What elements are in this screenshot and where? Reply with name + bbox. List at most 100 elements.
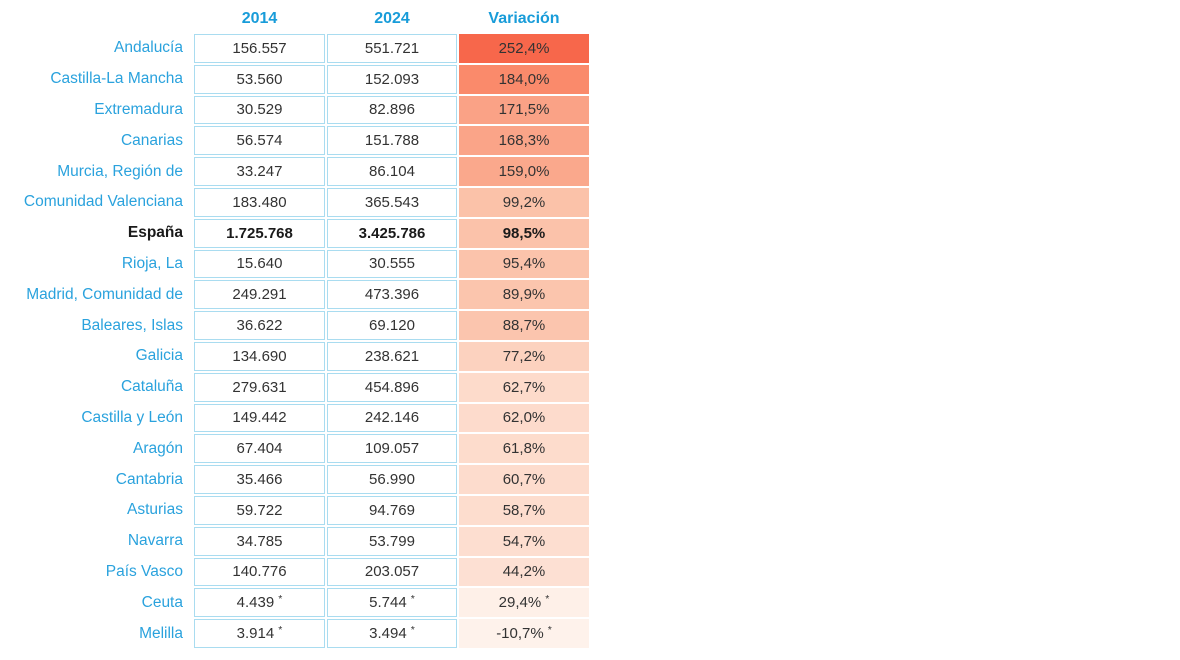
table-row: País Vasco 140.776 203.057 44,2% <box>0 557 592 587</box>
column-header-2024: 2024 <box>374 9 410 27</box>
value-2014-cell: 35.466 <box>194 465 325 494</box>
table-row: Canarias 56.574 151.788 168,3% <box>0 126 592 156</box>
table-row: Andalucía 156.557 551.721 252,4% <box>0 34 592 63</box>
value-2014-cell: 34.785 <box>194 526 325 556</box>
value-2014-cell: 156.557 <box>194 34 325 63</box>
region-label: Cataluña <box>120 378 183 396</box>
value-2014-cell: 67.404 <box>194 434 325 464</box>
variation-cell: 184,0% <box>459 64 589 94</box>
value-2024-cell: 82.896 <box>327 95 457 125</box>
table-row: Asturias 59.722 94.769 58,7% <box>0 495 592 525</box>
value-2024-cell: 53.799 <box>327 526 457 556</box>
value-2024-cell: 473.396 <box>327 280 457 310</box>
variation-cell: 60,7% <box>459 465 589 494</box>
value-2014-cell: 59.722 <box>194 495 325 525</box>
value-2024-cell: 203.057 <box>327 557 457 587</box>
variation-cell: 77,2% <box>459 341 589 371</box>
table-row: Castilla y León 149.442 242.146 62,0% <box>0 403 592 433</box>
footnote-marker: * <box>545 592 550 605</box>
variation-cell: 95,4% <box>459 249 589 279</box>
table-row: Galicia 134.690 238.621 77,2% <box>0 341 592 371</box>
table-row: Rioja, La 15.640 30.555 95,4% <box>0 249 592 279</box>
variation-cell: 252,4% <box>459 34 589 63</box>
region-label: Castilla y León <box>81 408 183 426</box>
region-label: Madrid, Comunidad de <box>26 285 183 303</box>
value-2014-cell: 279.631 <box>194 372 325 402</box>
variation-cell: 29,4% * <box>459 588 589 618</box>
region-label: Castilla-La Mancha <box>50 70 183 88</box>
value-2014-cell: 1.725.768 <box>194 218 325 248</box>
table-row: Cataluña 279.631 454.896 62,7% <box>0 372 592 402</box>
variation-cell: 62,7% <box>459 372 589 402</box>
value-2024-cell: 151.788 <box>327 126 457 156</box>
column-header-variacion: Variación <box>488 9 560 27</box>
variation-cell: 61,8% <box>459 434 589 464</box>
region-label: País Vasco <box>105 562 183 580</box>
variation-cell: 44,2% <box>459 557 589 587</box>
value-2024-cell: 3.425.786 <box>327 218 457 248</box>
footnote-marker: * <box>278 623 283 636</box>
column-header-2014: 2014 <box>241 9 278 27</box>
value-2024-cell: 109.057 <box>327 434 457 464</box>
footnote-marker: * <box>410 592 415 605</box>
table-row: Ceuta 4.439 * 5.744 * 29,4% * <box>0 588 592 618</box>
region-label: Rioja, La <box>121 254 183 272</box>
value-2014-cell: 134.690 <box>194 341 325 371</box>
value-2024-cell: 94.769 <box>327 495 457 525</box>
variation-cell: 171,5% <box>459 95 589 125</box>
table-body: Andalucía 156.557 551.721 252,4% Castill… <box>0 34 592 648</box>
value-2014-cell: 53.560 <box>194 64 325 94</box>
value-2024-cell: 152.093 <box>327 64 457 94</box>
variation-cell: -10,7% * <box>459 619 589 648</box>
table-row: Navarra 34.785 53.799 54,7% <box>0 526 592 556</box>
value-2014-cell: 36.622 <box>194 311 325 340</box>
region-label: Cantabria <box>115 470 183 488</box>
value-2014-cell: 15.640 <box>194 249 325 279</box>
value-2024-cell: 238.621 <box>327 341 457 371</box>
value-2024-cell: 56.990 <box>327 465 457 494</box>
table-row: Madrid, Comunidad de 249.291 473.396 89,… <box>0 280 592 310</box>
table-row: Extremadura 30.529 82.896 171,5% <box>0 95 592 125</box>
value-2014-cell: 33.247 <box>194 157 325 186</box>
variation-cell: 98,5% <box>459 218 589 248</box>
value-2014-cell: 56.574 <box>194 126 325 156</box>
variation-cell: 89,9% <box>459 280 589 310</box>
region-label: Asturias <box>127 501 183 519</box>
regions-comparison-table: 2014 2024 Variación Andalucía 156.557 55… <box>0 5 592 650</box>
table-row: Baleares, Islas 36.622 69.120 88,7% <box>0 311 592 340</box>
region-label: Extremadura <box>94 100 183 118</box>
variation-cell: 58,7% <box>459 495 589 525</box>
variation-cell: 99,2% <box>459 187 589 217</box>
value-2014-cell: 4.439 * <box>194 588 325 618</box>
region-label: Ceuta <box>141 593 183 611</box>
variation-cell: 159,0% <box>459 157 589 186</box>
value-2014-cell: 149.442 <box>194 403 325 433</box>
value-2014-cell: 3.914 * <box>194 619 325 648</box>
region-label: Canarias <box>120 131 183 149</box>
footnote-marker: * <box>410 623 415 636</box>
region-label: Melilla <box>139 624 183 642</box>
value-2024-cell: 86.104 <box>327 157 457 186</box>
table-header-row: 2014 2024 Variación <box>0 5 592 32</box>
value-2024-cell: 3.494 * <box>327 619 457 648</box>
region-label: Baleares, Islas <box>81 316 183 334</box>
value-2024-cell: 30.555 <box>327 249 457 279</box>
table-row: España 1.725.768 3.425.786 98,5% <box>0 218 592 248</box>
region-label: España <box>127 224 183 242</box>
table-row: Murcia, Región de 33.247 86.104 159,0% <box>0 157 592 186</box>
region-label: Navarra <box>127 532 183 550</box>
value-2024-cell: 5.744 * <box>327 588 457 618</box>
table-row: Melilla 3.914 * 3.494 * -10,7% * <box>0 619 592 648</box>
table-row: Cantabria 35.466 56.990 60,7% <box>0 465 592 494</box>
table-row: Castilla-La Mancha 53.560 152.093 184,0% <box>0 64 592 94</box>
region-label: Aragón <box>133 439 183 457</box>
footnote-marker: * <box>278 592 283 605</box>
variation-cell: 168,3% <box>459 126 589 156</box>
region-label: Galicia <box>135 347 183 365</box>
value-2024-cell: 454.896 <box>327 372 457 402</box>
region-label: Andalucía <box>114 39 183 57</box>
value-2014-cell: 249.291 <box>194 280 325 310</box>
variation-cell: 88,7% <box>459 311 589 340</box>
value-2014-cell: 183.480 <box>194 187 325 217</box>
value-2014-cell: 140.776 <box>194 557 325 587</box>
